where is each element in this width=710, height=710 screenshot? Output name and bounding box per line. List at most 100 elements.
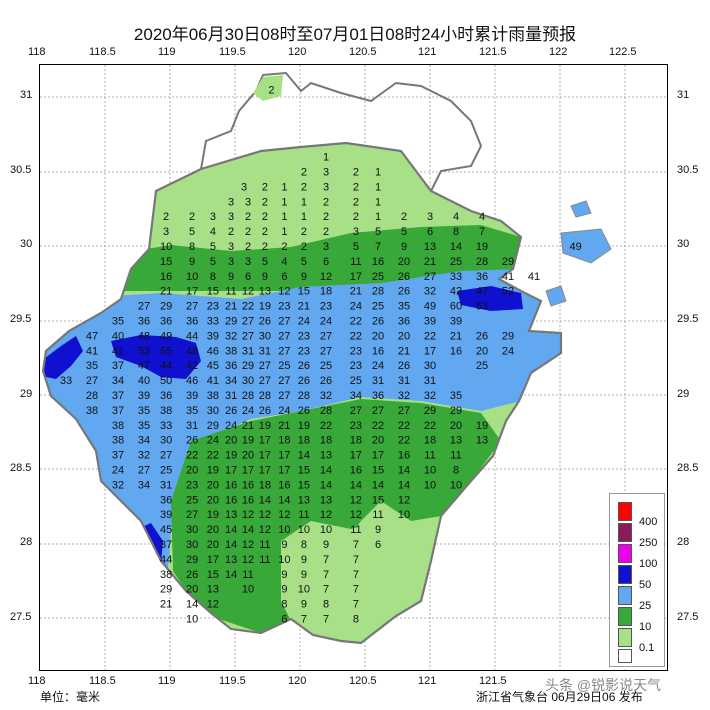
left-tick-28: 28 <box>20 536 33 548</box>
rain-amount-label: 53 <box>138 345 150 357</box>
rain-amount-label: 12 <box>242 554 254 566</box>
rain-amount-label: 6 <box>281 614 287 626</box>
rain-amount-label: 29 <box>160 584 172 596</box>
rain-amount-label: 25 <box>372 301 384 313</box>
rain-amount-label: 4 <box>479 211 485 223</box>
rain-amount-label: 34 <box>138 435 150 447</box>
rain-amount-label: 9 <box>228 271 234 283</box>
rain-amount-label: 44 <box>186 330 198 342</box>
legend-swatch-0-1 <box>618 628 632 647</box>
rain-amount-label: 39 <box>160 509 172 521</box>
rain-amount-label: 29 <box>450 405 462 417</box>
rain-amount-label: 11 <box>372 509 383 521</box>
rain-amount-label: 13 <box>450 435 462 447</box>
rain-amount-label: 27 <box>424 271 436 283</box>
rain-amount-label: 29 <box>424 405 436 417</box>
rain-amount-label: 13 <box>320 494 332 506</box>
rain-amount-label: 37 <box>160 539 172 551</box>
top-tick-121-5: 121.5 <box>479 46 507 58</box>
rain-amount-label: 2 <box>323 226 329 238</box>
bottom-tick-118-5: 118.5 <box>89 675 116 687</box>
rain-amount-label: 17 <box>259 465 271 477</box>
rain-amount-label: 41 <box>86 345 98 357</box>
rain-amount-label: 30 <box>242 375 254 387</box>
rain-amount-label: 9 <box>281 569 287 581</box>
rain-amount-label: 23 <box>320 301 332 313</box>
rain-amount-label: 23 <box>278 301 290 313</box>
rain-amount-label: 7 <box>375 241 381 253</box>
rain-amount-label: 27 <box>259 375 271 387</box>
rain-amount-label: 3 <box>228 211 234 223</box>
rain-amount-label: 14 <box>259 494 271 506</box>
rain-amount-label: 32 <box>225 330 237 342</box>
rain-amount-label: 1 <box>281 211 287 223</box>
rain-amount-label: 12 <box>259 509 271 521</box>
rain-amount-label: 27 <box>86 375 98 387</box>
right-tick-31: 31 <box>677 89 690 101</box>
rain-amount-label: 49 <box>569 241 581 253</box>
rain-amount-label: 14 <box>398 479 410 491</box>
rain-amount-label: 8 <box>353 614 359 626</box>
rain-amount-label: 38 <box>86 405 98 417</box>
rain-amount-label: 21 <box>298 301 310 313</box>
province-outline <box>41 141 563 645</box>
rain-amount-label: 44 <box>160 360 172 372</box>
rain-amount-label: 30 <box>424 360 436 372</box>
rain-amount-label: 21 <box>424 256 436 268</box>
rain-amount-label: 10 <box>278 554 290 566</box>
rain-amount-label: 20 <box>186 584 198 596</box>
right-tick-29-5: 29.5 <box>677 313 699 325</box>
rain-amount-label: 34 <box>350 390 362 402</box>
rain-amount-label: 50 <box>160 375 172 387</box>
rain-amount-label: 26 <box>398 271 410 283</box>
rain-amount-label: 14 <box>320 465 332 477</box>
rain-amount-label: 23 <box>298 345 310 357</box>
rain-amount-label: 37 <box>112 360 124 372</box>
right-tick-28: 28 <box>677 536 690 548</box>
rain-amount-label: 11 <box>350 524 361 536</box>
rain-amount-label: 19 <box>298 420 310 432</box>
rain-amount-label: 24 <box>225 420 237 432</box>
top-tick-119-5: 119.5 <box>219 46 246 58</box>
legend-label-400: 400 <box>639 516 658 528</box>
rain-amount-label: 28 <box>372 286 384 298</box>
rain-amount-label: 40 <box>138 375 150 387</box>
northern-border <box>200 71 483 192</box>
rain-amount-label: 2 <box>323 196 329 208</box>
rain-amount-label: 36 <box>398 316 410 328</box>
rain-amount-label: 32 <box>424 390 436 402</box>
rain-amount-label: 19 <box>259 301 271 313</box>
rain-amount-label: 15 <box>298 465 310 477</box>
rain-amount-label: 14 <box>450 241 462 253</box>
rain-amount-label: 23 <box>350 420 362 432</box>
rain-amount-label: 27 <box>278 345 290 357</box>
rain-amount-label: 36 <box>476 271 488 283</box>
rain-amount-label: 7 <box>353 599 359 611</box>
right-tick-30-5: 30.5 <box>677 164 699 176</box>
left-tick-27-5: 27.5 <box>10 611 32 623</box>
rain-amount-label: 11 <box>450 450 461 462</box>
rain-amount-label: 3 <box>245 256 251 268</box>
rain-amount-label: 60 <box>450 301 462 313</box>
rain-amount-label: 1 <box>375 181 381 193</box>
rain-amount-label: 35 <box>450 390 462 402</box>
left-tick-31: 31 <box>20 89 33 101</box>
rain-amount-label: 16 <box>372 256 384 268</box>
rain-amount-label: 35 <box>138 420 150 432</box>
rain-amount-label: 16 <box>242 494 254 506</box>
rain-amount-label: 18 <box>278 435 290 447</box>
rain-amount-label: 3 <box>163 226 169 238</box>
rain-amount-label: 21 <box>350 286 362 298</box>
rain-amount-label: 14 <box>225 524 237 536</box>
rain-amount-label: 21 <box>225 301 237 313</box>
top-tick-120-5: 120.5 <box>349 46 377 58</box>
rain-amount-label: 27 <box>242 330 254 342</box>
rain-amount-label: 27 <box>242 316 254 328</box>
rain-amount-label: 22 <box>398 420 410 432</box>
rain-amount-label: 24 <box>112 465 124 477</box>
rain-amount-label: 14 <box>278 494 290 506</box>
rain-amount-label: 7 <box>353 554 359 566</box>
rain-amount-label: 3 <box>241 181 247 193</box>
rain-amount-label: 22 <box>350 316 362 328</box>
